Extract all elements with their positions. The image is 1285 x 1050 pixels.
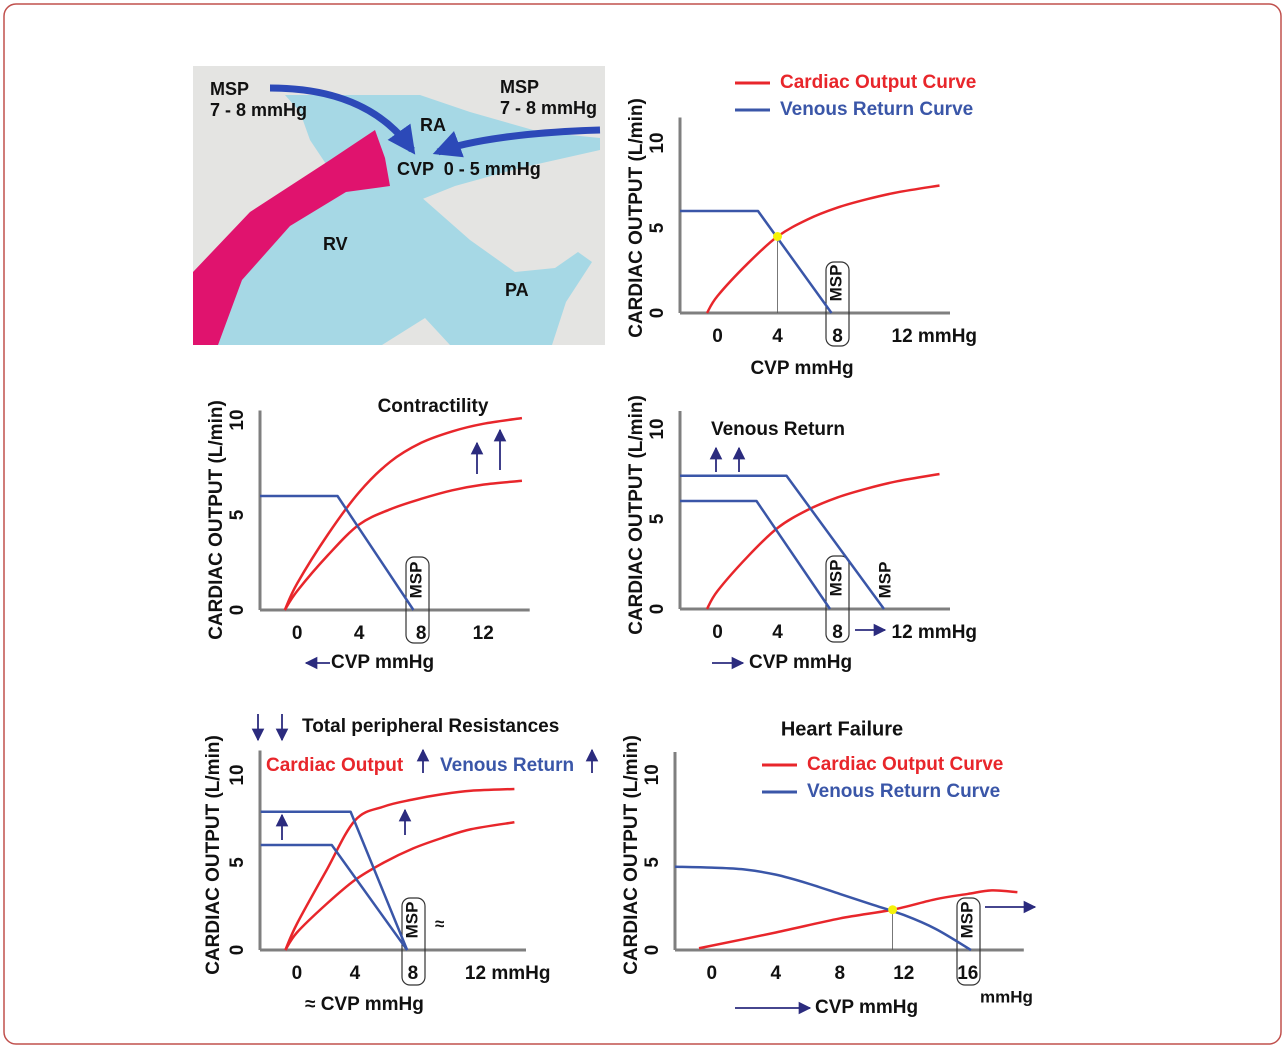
line-series (284, 821, 515, 951)
x-tick-label: 0 (292, 623, 303, 644)
x-tick-label: 4 (354, 623, 365, 644)
equilibrium-point (888, 905, 898, 915)
x-tick-label: 0 (712, 326, 723, 347)
diagram-label: CVP 0 - 5 mmHg (397, 159, 541, 179)
chart-title: Venous Return (711, 419, 845, 440)
x-axis-label: CVP mmHg (331, 652, 434, 673)
y-tick-label: 0 (227, 945, 248, 956)
y-axis-label: CARDIAC OUTPUT (L/min) (621, 735, 642, 975)
x-tick-label: 8 (416, 623, 427, 644)
y-tick-label: 0 (642, 945, 663, 956)
equilibrium-point (773, 232, 782, 241)
x-tick-label: 4 (772, 622, 783, 643)
x-tick-label: 0 (712, 622, 723, 643)
diagram-label: 7 - 8 mmHg (500, 98, 597, 118)
y-tick-label: 10 (647, 418, 668, 439)
annotation: Cardiac Output (266, 755, 404, 776)
y-tick-label: 5 (642, 857, 663, 868)
line-series (705, 184, 940, 314)
x-axis-label: CVP mmHg (815, 997, 918, 1018)
anatomy-diagram: MSP 7 - 8 mmHg MSP 7 - 8 mmHg RA CVP 0 -… (193, 66, 605, 345)
line-series (680, 474, 886, 610)
y-tick-label: 5 (647, 222, 668, 233)
legend-label: Cardiac Output Curve (780, 72, 976, 93)
x-tick-label: 8 (408, 963, 419, 984)
x-tick-label: 12 (893, 963, 914, 984)
line-series (260, 494, 415, 611)
diagram-label: 7 - 8 mmHg (210, 100, 307, 120)
y-tick-label: 0 (647, 604, 668, 615)
x-tick-label: 12 mmHg (892, 326, 978, 347)
myocardium (193, 130, 390, 345)
flow-arrow (432, 126, 601, 158)
annotation: MSP (875, 562, 894, 599)
annotation: Venous Return (440, 755, 574, 776)
y-tick-label: 0 (227, 605, 248, 616)
line-series (260, 843, 409, 951)
x-tick-label: 4 (772, 326, 783, 347)
annotation: MSP (957, 902, 976, 939)
line-series (705, 472, 940, 610)
x-axis-label: ≈ CVP mmHg (305, 994, 424, 1015)
line-series (698, 889, 1018, 950)
diagram-label: PA (505, 280, 529, 300)
legend-label: Venous Return Curve (807, 781, 1000, 802)
y-tick-label: 0 (647, 308, 668, 319)
x-axis-label: CVP mmHg (749, 652, 852, 673)
x-tick-label: 8 (835, 963, 846, 984)
x-tick-label: 12 mmHg (892, 622, 978, 643)
annotation: ≈ (435, 914, 444, 933)
x-tick-label: 0 (292, 963, 303, 984)
y-axis-label: CARDIAC OUTPUT (L/min) (626, 395, 647, 635)
diagram-label: RV (323, 234, 348, 254)
chart-title: Contractility (378, 396, 489, 417)
y-tick-label: 10 (227, 409, 248, 430)
legend-label: Venous Return Curve (780, 99, 973, 120)
annotation: MSP (826, 265, 845, 302)
y-tick-label: 5 (227, 509, 248, 520)
msp-box (825, 555, 850, 643)
x-tick-label: 0 (707, 963, 718, 984)
annotation: MSP (826, 560, 845, 597)
x-tick-label: 12 mmHg (465, 963, 551, 984)
y-tick-label: 10 (647, 132, 668, 153)
line-series (260, 810, 409, 951)
y-axis-label: CARDIAC OUTPUT (L/min) (206, 400, 227, 640)
diagram-label: RA (420, 115, 446, 135)
annotation: MSP (406, 562, 425, 599)
y-axis-label: CARDIAC OUTPUT (L/min) (203, 735, 224, 975)
annotation: mmHg (980, 987, 1033, 1006)
y-tick-label: 10 (227, 764, 248, 785)
x-tick-label: 4 (771, 963, 782, 984)
flow-arrow (269, 84, 416, 155)
line-series (674, 865, 972, 952)
legend-label: Cardiac Output Curve (807, 754, 1003, 775)
frame (3, 3, 1282, 1045)
diagram-label: MSP (500, 77, 539, 97)
y-axis-label: CARDIAC OUTPUT (L/min) (626, 98, 647, 338)
y-tick-label: 10 (642, 764, 663, 785)
x-tick-label: 16 (957, 963, 978, 984)
chart-title: Total peripheral Resistances (302, 716, 559, 737)
line-series (680, 209, 833, 314)
line-series (284, 787, 515, 951)
diagram-label: MSP (210, 79, 249, 99)
x-tick-label: 8 (832, 326, 843, 347)
annotation: MSP (402, 902, 421, 939)
x-axis-label: CVP mmHg (750, 358, 853, 379)
line-series (283, 479, 523, 611)
chart-title: Heart Failure (781, 718, 903, 740)
x-tick-label: 4 (350, 963, 361, 984)
x-tick-label: 8 (832, 622, 843, 643)
y-tick-label: 5 (647, 513, 668, 524)
line-series (680, 499, 832, 610)
line-series (283, 416, 523, 611)
y-tick-label: 5 (227, 857, 248, 868)
x-tick-label: 12 (473, 623, 494, 644)
